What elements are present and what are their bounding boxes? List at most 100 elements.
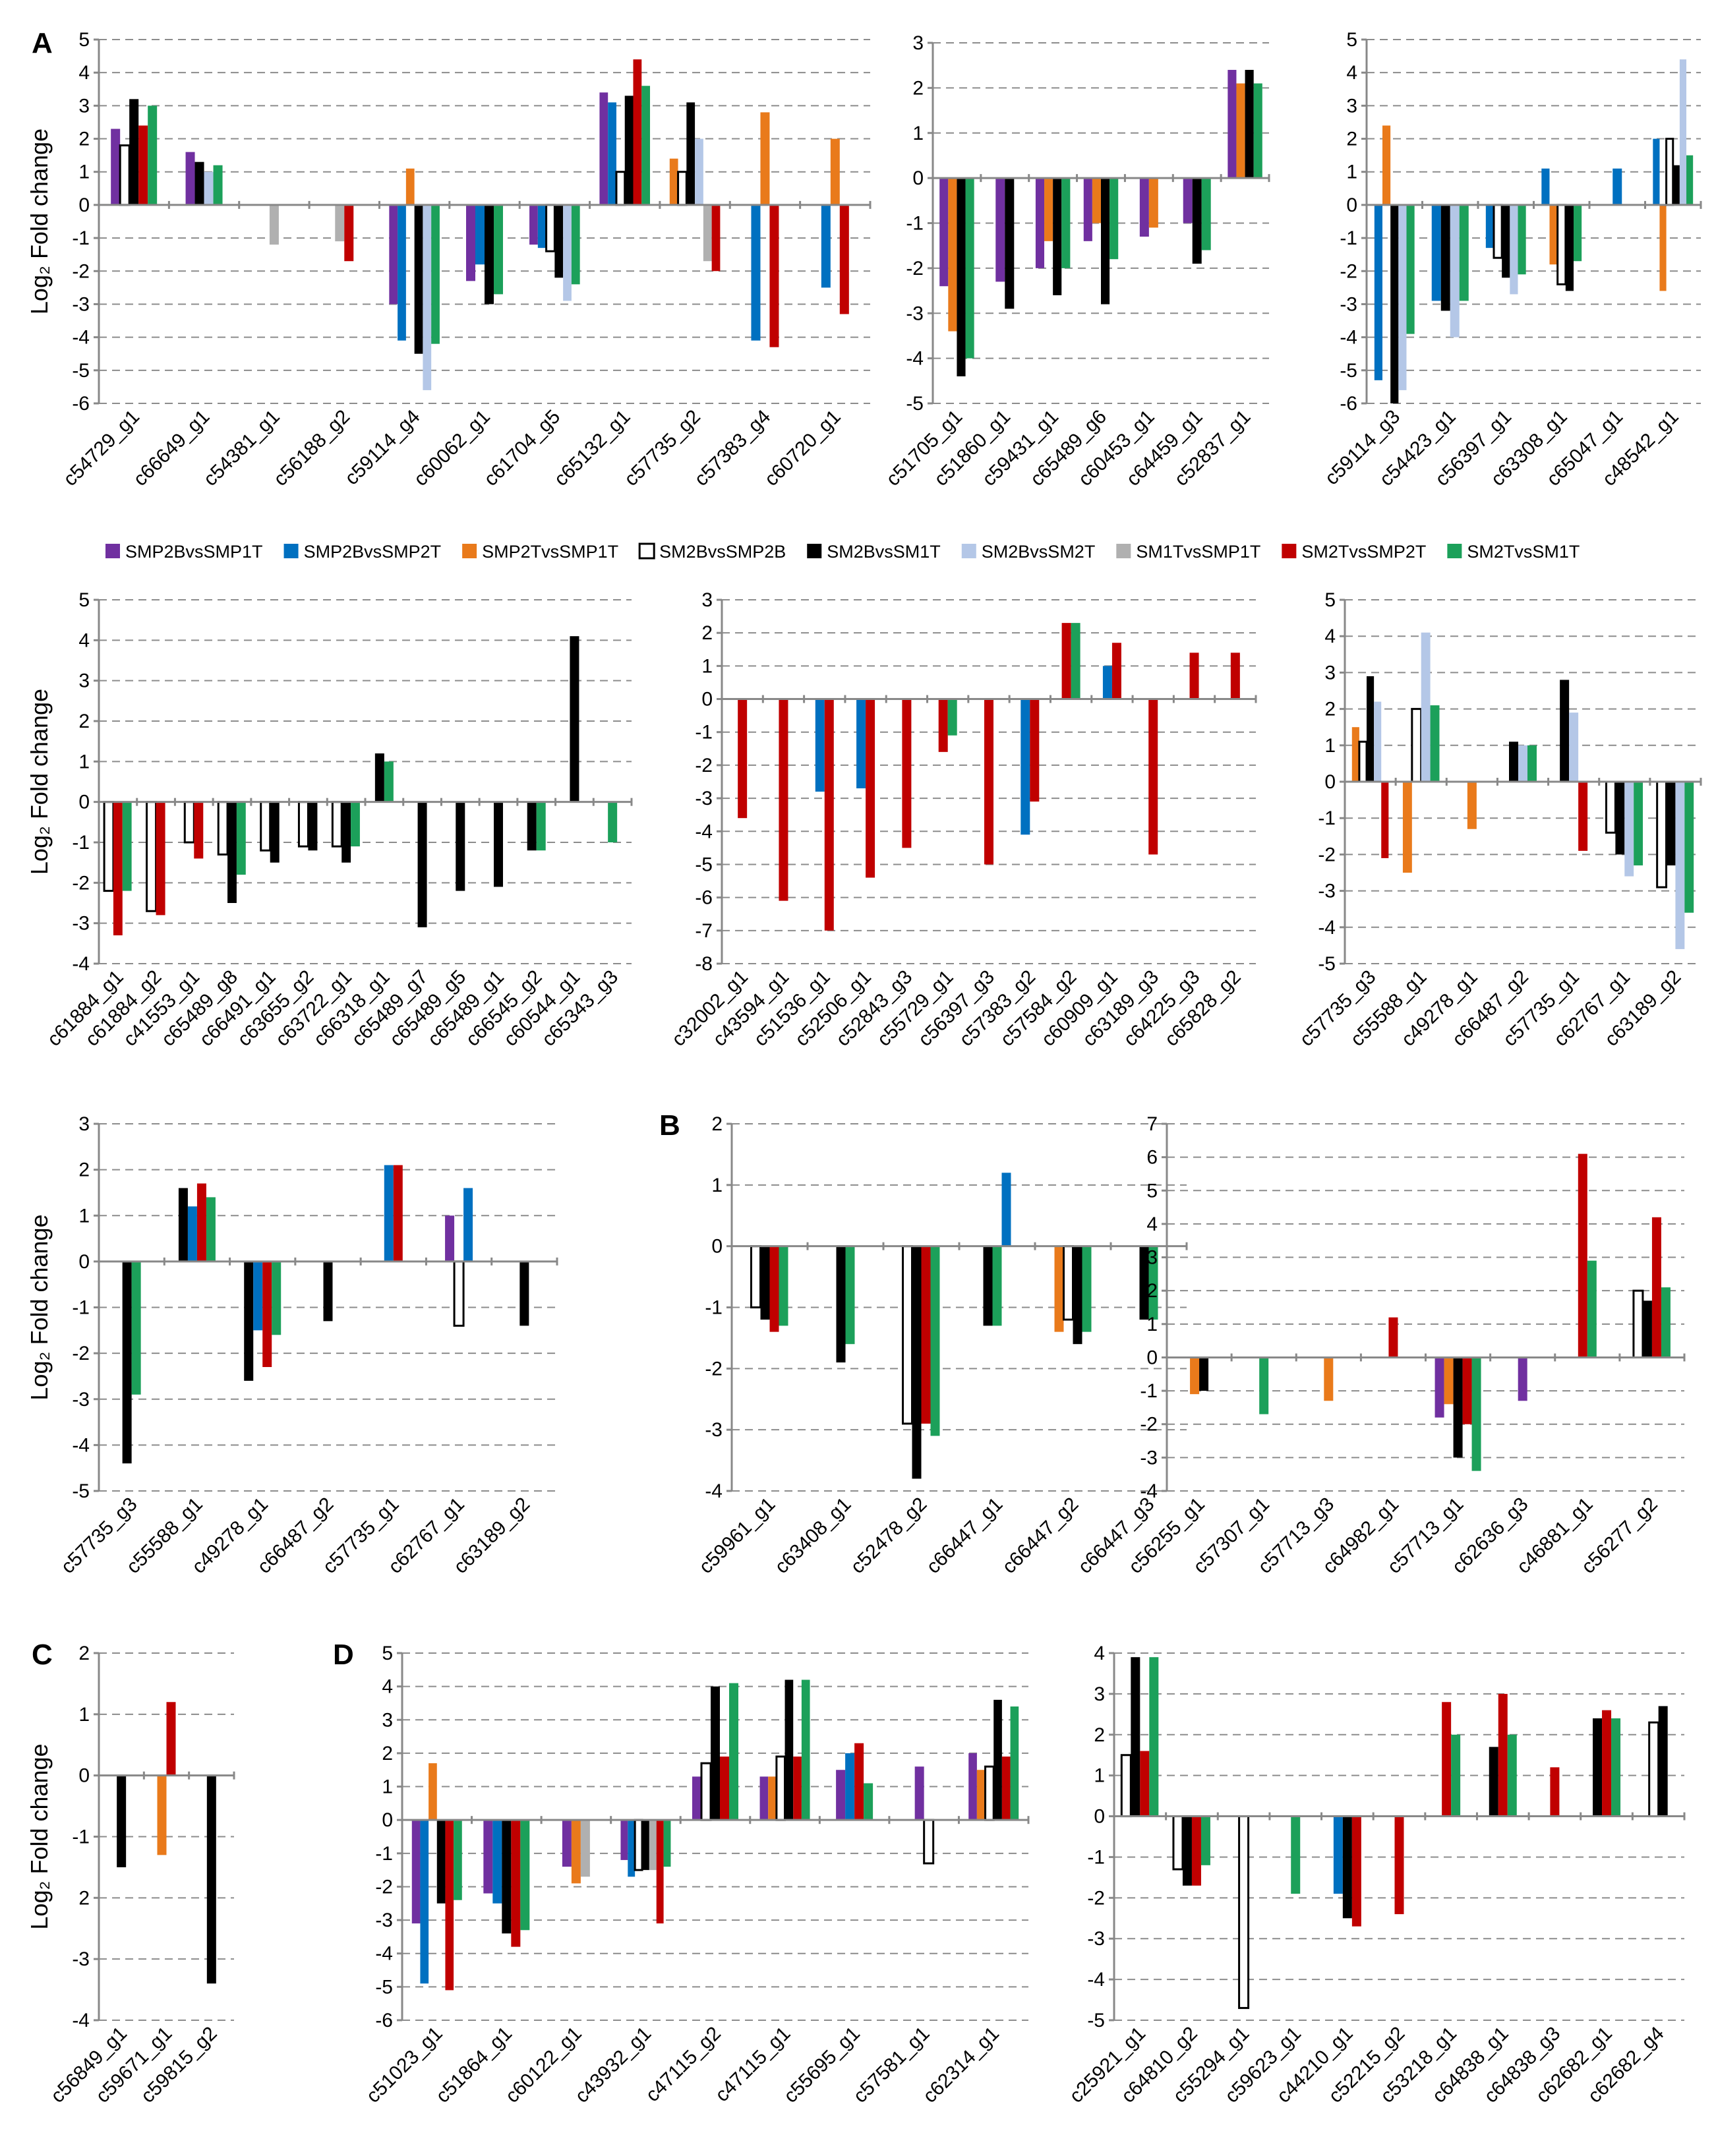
chart-a2: 3210-1-2-3-4-5c51705_g1c51860_g1c59431_g… bbox=[882, 32, 1270, 490]
legend-label: SMP2BvsSMP2T bbox=[304, 542, 442, 562]
bar-sm2bvssm1t bbox=[485, 204, 494, 305]
bar-sm2bvssm1t bbox=[414, 204, 423, 354]
bar-sm2bvssm2t bbox=[1679, 59, 1687, 205]
y-tick-label: -2 bbox=[705, 1358, 723, 1380]
bar-sm2bvssmp2b bbox=[297, 801, 309, 848]
legend-label: SM2BvsSMP2B bbox=[659, 542, 786, 562]
y-tick-label: 4 bbox=[78, 629, 90, 651]
y-tick-label: -2 bbox=[375, 1876, 393, 1898]
y-tick-label: 1 bbox=[78, 1704, 90, 1726]
bar-smp2tvssmp1t bbox=[1236, 83, 1245, 179]
bar-sm2bvssmp2b bbox=[902, 1245, 913, 1425]
y-tick-label: 0 bbox=[1094, 1806, 1105, 1828]
y-tick-label: -7 bbox=[695, 920, 713, 942]
y-tick-label: 2 bbox=[701, 622, 713, 644]
legend-swatch bbox=[807, 544, 822, 558]
bar-sm2tvssm1t bbox=[779, 1246, 788, 1326]
y-tick-label: -5 bbox=[72, 360, 90, 382]
bar-sm2bvssm1t bbox=[1509, 742, 1518, 782]
chart-b1: 210-1-2-3-4c59961_g1c63408_g1c52478_g2c6… bbox=[695, 1113, 1188, 1578]
bar-sm2tvssm1t bbox=[965, 178, 974, 359]
y-tick-label: -3 bbox=[1340, 293, 1357, 315]
bar-sm2bvssm1t bbox=[1666, 782, 1676, 865]
y-tick-label: 2 bbox=[382, 1743, 393, 1764]
legend-label: SMP2BvsSMP1T bbox=[125, 542, 263, 562]
y-tick-label: -1 bbox=[1140, 1380, 1158, 1402]
bar-sm2tvssm1t bbox=[1634, 782, 1643, 865]
bar-smp2tvssmp1t bbox=[830, 138, 840, 205]
bar-sm2bvssm1t bbox=[244, 1261, 254, 1381]
bar-smp2bvssmp2t bbox=[537, 204, 547, 248]
y-tick-label: 4 bbox=[382, 1676, 393, 1698]
bar-smp2bvssmp2t bbox=[821, 204, 831, 288]
category-label: c52478_g2 bbox=[846, 1494, 931, 1578]
y-tick-label: 1 bbox=[912, 123, 924, 144]
y-tick-label: 4 bbox=[1094, 1643, 1105, 1664]
y-tick-label: 3 bbox=[912, 32, 924, 54]
bar-smp2bvssmp2t bbox=[845, 1753, 855, 1821]
y-tick-label: 4 bbox=[1346, 62, 1357, 84]
bar-sm2tvssm1t bbox=[1109, 178, 1119, 260]
bar-smp2bvssmp1t bbox=[389, 204, 398, 305]
bar-sm2bvssm1t bbox=[206, 1775, 216, 1984]
chart-a3: 543210-1-2-3-4-5-6c59114_g3c54423_g1c563… bbox=[1320, 29, 1702, 490]
bar-sm2tvssmp2t bbox=[1061, 623, 1071, 699]
chart-d1: 543210-1-2-3-4-5-6c51023_g1c51864_g1c601… bbox=[362, 1643, 1030, 2107]
bar-sm2bvssm2t bbox=[1374, 701, 1382, 782]
bar-smp2tvssmp1t bbox=[768, 1776, 777, 1821]
y-tick-label: 0 bbox=[382, 1809, 393, 1831]
bar-smp2tvssmp1t bbox=[1402, 782, 1412, 873]
bar-sm2tvssm1t bbox=[1451, 1734, 1461, 1817]
bar-sm2bvssm1t bbox=[1390, 204, 1399, 403]
y-tick-label: -3 bbox=[906, 303, 924, 324]
y-tick-label: -2 bbox=[1318, 844, 1336, 865]
bar-smp2bvssmp1t bbox=[1139, 178, 1149, 237]
bar-sm2bvssm1t bbox=[1672, 165, 1680, 205]
bar-sm2bvssm1t bbox=[642, 1820, 649, 1871]
chart-a5: 3210-1-2-3-4-5-6-7-8c32002_g1c43594_g1c5… bbox=[668, 589, 1257, 1051]
bar-sm2tvssm1t bbox=[148, 105, 158, 205]
bar-smp2bvssmp1t bbox=[1035, 178, 1045, 268]
panel-letter-b: B bbox=[659, 1109, 680, 1142]
bar-sm2tvssmp2t bbox=[156, 801, 165, 916]
bar-sm2bvssm1t bbox=[436, 1820, 446, 1904]
y-axis-label: Log₂ Fold change bbox=[26, 129, 53, 314]
bar-sm2bvssm1t bbox=[1073, 1246, 1082, 1345]
y-tick-label: 5 bbox=[1324, 589, 1336, 611]
y-tick-label: 1 bbox=[1146, 1314, 1158, 1335]
y-tick-label: 1 bbox=[382, 1776, 393, 1798]
bar-sm2tvssm1t bbox=[1527, 745, 1537, 782]
bar-sm2tvssm1t bbox=[1071, 623, 1080, 699]
bar-sm2bvssm2t bbox=[423, 204, 432, 390]
bar-sm2tvssm1t bbox=[1611, 1718, 1621, 1817]
legend-label: SM2BvsSM2T bbox=[982, 542, 1096, 562]
bar-sm2bvssm1t bbox=[1139, 1246, 1149, 1320]
bar-sm2bvssmp2b bbox=[119, 144, 131, 206]
bar-smp2bvssmp2t bbox=[398, 204, 406, 341]
y-tick-label: -2 bbox=[695, 755, 713, 776]
bar-sm2bvssm1t bbox=[1192, 178, 1202, 264]
bar-sm2bvssmp2b bbox=[103, 801, 115, 892]
y-tick-label: 5 bbox=[1346, 29, 1357, 51]
bar-smp2bvssmp1t bbox=[466, 204, 475, 281]
y-tick-label: 3 bbox=[1146, 1247, 1158, 1269]
category-label: c56188_g2 bbox=[270, 406, 354, 490]
bar-sm2bvssmp2b bbox=[1238, 1815, 1250, 2009]
y-tick-label: 5 bbox=[78, 29, 90, 51]
bar-smp2tvssmp1t bbox=[760, 112, 770, 205]
bar-smp2bvssmp1t bbox=[1228, 70, 1237, 179]
bar-smp2bvssmp2t bbox=[1001, 1173, 1011, 1246]
y-tick-label: 2 bbox=[78, 1887, 90, 1909]
y-tick-label: 4 bbox=[1324, 626, 1336, 647]
bar-sm2tvssmp2t bbox=[1191, 1816, 1201, 1886]
bar-sm2bvssmp2b bbox=[1556, 204, 1567, 285]
y-tick-label: 4 bbox=[78, 62, 90, 84]
y-tick-label: -4 bbox=[72, 1434, 90, 1456]
bar-smp2tvssmp1t bbox=[1351, 727, 1359, 782]
bar-sm2bvssmp2b bbox=[1063, 1245, 1074, 1321]
y-tick-label: -4 bbox=[906, 348, 924, 370]
bar-sm2tvssm1t bbox=[1574, 204, 1582, 262]
bar-smp2bvssmp1t bbox=[185, 152, 195, 205]
